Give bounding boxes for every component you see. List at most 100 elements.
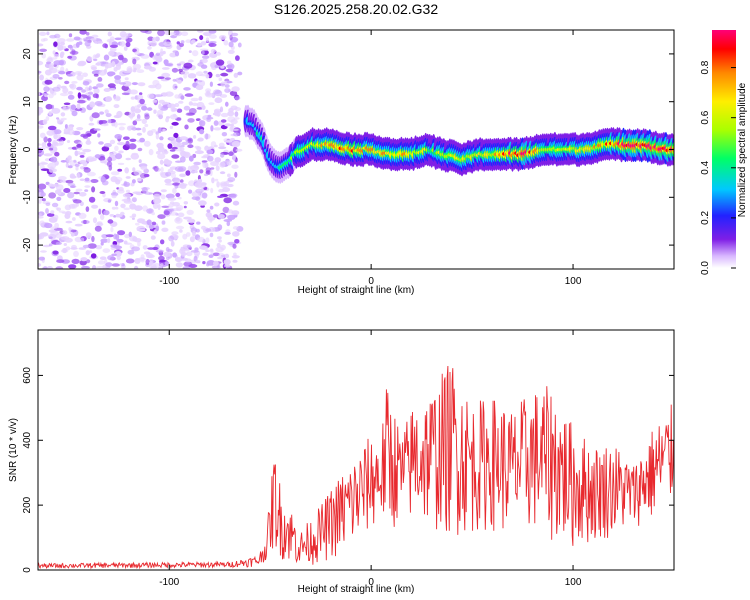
noise-speckle [193, 161, 201, 166]
noise-speckle [220, 65, 225, 69]
noise-speckle [41, 198, 46, 202]
noise-speckle [132, 58, 137, 65]
noise-speckle [56, 259, 65, 264]
noise-speckle [197, 42, 202, 47]
noise-speckle [110, 244, 118, 248]
noise-speckle [105, 113, 112, 118]
noise-speckle [52, 250, 59, 255]
noise-speckle [94, 225, 102, 232]
noise-speckle [214, 89, 223, 97]
noise-speckle [44, 94, 48, 98]
noise-speckle [123, 181, 131, 187]
noise-speckle [232, 259, 238, 263]
x-tick-label: 0 [368, 577, 374, 588]
noise-speckle [128, 143, 137, 150]
noise-speckle [80, 133, 87, 138]
noise-speckle [54, 151, 60, 157]
noise-speckle [155, 36, 160, 42]
noise-speckle [122, 193, 131, 198]
noise-speckle [226, 60, 232, 66]
noise-speckle [205, 249, 211, 252]
noise-speckle [213, 108, 222, 114]
noise-speckle [62, 87, 69, 94]
noise-speckle [91, 112, 100, 119]
noise-speckle [179, 156, 186, 163]
noise-speckle [169, 201, 175, 205]
noise-speckle [118, 186, 124, 192]
noise-speckle [172, 182, 181, 186]
noise-speckle [179, 173, 187, 178]
noise-speckle [233, 252, 237, 256]
noise-speckle [187, 218, 196, 224]
noise-speckle [203, 70, 208, 74]
noise-speckle [98, 69, 107, 76]
noise-speckle [76, 127, 84, 131]
noise-speckle [160, 166, 164, 173]
noise-speckle [77, 92, 82, 99]
noise-speckle [63, 102, 71, 106]
noise-speckle [149, 224, 154, 230]
noise-speckle [48, 236, 53, 239]
noise-speckle [201, 105, 206, 110]
noise-speckle [64, 80, 70, 85]
noise-speckle [59, 119, 65, 123]
noise-speckle [89, 157, 97, 162]
noise-speckle [211, 177, 215, 184]
noise-speckle [230, 123, 235, 127]
noise-speckle [52, 50, 56, 55]
noise-speckle [47, 137, 52, 143]
noise-speckle [100, 176, 107, 183]
noise-speckle [158, 255, 165, 261]
noise-speckle [179, 146, 185, 152]
noise-speckle [218, 239, 222, 243]
noise-speckle [91, 66, 97, 71]
noise-speckle [195, 84, 204, 91]
noise-speckle [209, 34, 217, 39]
noise-speckle [205, 228, 212, 232]
noise-speckle [79, 151, 86, 155]
noise-speckle [104, 63, 109, 70]
noise-speckle [117, 230, 126, 236]
noise-speckle [237, 71, 243, 76]
noise-speckle [88, 196, 96, 203]
noise-speckle [204, 145, 210, 152]
noise-speckle [43, 86, 50, 92]
colorbar-tick-label: 0.8 [700, 60, 711, 74]
noise-speckle [122, 81, 132, 87]
noise-speckle [62, 105, 67, 109]
noise-speckle [89, 101, 96, 108]
x-tick-label: -100 [159, 276, 179, 287]
noise-speckle [94, 101, 103, 106]
noise-speckle [168, 235, 175, 242]
noise-speckle [85, 232, 92, 239]
noise-speckle [133, 205, 143, 212]
noise-speckle [234, 239, 240, 244]
noise-speckle [224, 88, 231, 93]
spectrogram-marks [38, 30, 674, 269]
noise-speckle [199, 35, 204, 41]
noise-speckle [157, 203, 161, 211]
snr-ticks: -100 0 100 0 200 400 600 [22, 330, 674, 588]
noise-speckle [195, 260, 201, 264]
noise-speckle [68, 33, 73, 38]
noise-speckle [50, 156, 58, 163]
noise-speckle [106, 238, 111, 244]
noise-speckle [83, 219, 87, 225]
noise-speckle [171, 231, 179, 235]
noise-speckle [157, 214, 166, 220]
noise-speckle [147, 93, 155, 99]
noise-speckle [223, 259, 231, 265]
noise-speckle [169, 125, 174, 130]
noise-speckle [53, 60, 62, 66]
noise-speckle [132, 167, 136, 172]
snr-panel: -100 0 100 0 200 400 600 Height of straight li… [8, 329, 675, 595]
noise-speckle [208, 30, 217, 34]
noise-speckle [205, 92, 215, 98]
y-tick-label: 200 [22, 496, 33, 513]
noise-speckle [75, 42, 80, 48]
noise-speckle [53, 41, 58, 47]
noise-speckle [232, 243, 237, 249]
noise-speckle [223, 197, 232, 204]
